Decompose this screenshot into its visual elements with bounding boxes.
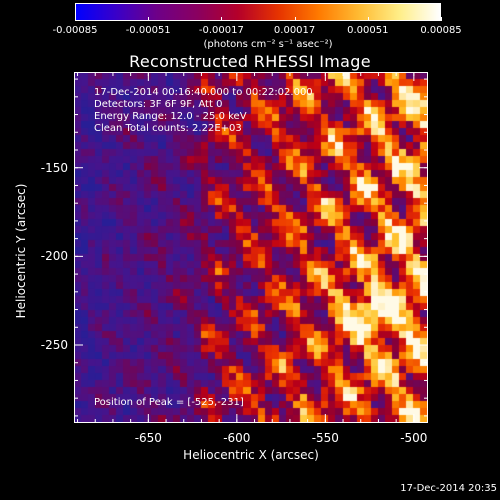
y-tick-label: -150	[40, 160, 68, 175]
y-axis-label: Heliocentric Y (arcsec)	[14, 183, 28, 319]
time-range-label: 17-Dec-2014 00:16:40.000 to 00:22:02.000	[94, 87, 313, 98]
axes-border	[74, 72, 428, 423]
detectors-label: Detectors: 3F 6F 9F, Att 0	[94, 99, 223, 110]
colorbar-tick-label: 0.00085	[420, 25, 462, 36]
x-tick-label: -650	[134, 431, 162, 445]
colorbar-tick-mark	[221, 17, 223, 21]
x-tick-label: -600	[223, 431, 251, 445]
plot-frame	[74, 72, 428, 423]
colorbar	[75, 3, 441, 21]
colorbar-tick-label: -0.00017	[198, 25, 244, 36]
y-tick-label: -200	[40, 249, 68, 264]
plot-area: 17-Dec-2014 00:16:40.000 to 00:22:02.000…	[74, 72, 428, 423]
colorbar-tick-label: 0.00051	[347, 25, 389, 36]
colorbar-tick-label: -0.00085	[52, 25, 98, 36]
chart-title: Reconstructed RHESSI Image	[129, 52, 371, 71]
colorbar-tick-mark	[367, 17, 369, 21]
colorbar-tick-mark	[441, 17, 442, 21]
colorbar-tick-mark	[148, 17, 150, 21]
y-tick-label: -250	[40, 338, 68, 352]
x-tick-label: -500	[400, 431, 428, 445]
x-axis-label: Heliocentric X (arcsec)	[183, 448, 319, 462]
energy-range-label: Energy Range: 12.0 - 25.0 keV	[94, 111, 247, 122]
x-tick-label: -550	[311, 431, 339, 445]
colorbar-tick-mark	[294, 17, 296, 21]
colorbar-tick-label: 0.00017	[273, 25, 316, 36]
timestamp: 17-Dec-2014 20:35	[400, 483, 497, 494]
colorbar-units: (photons cm⁻² s⁻¹ asec⁻²)	[203, 39, 333, 50]
colorbar-tick-label: -0.00051	[125, 25, 171, 36]
clean-counts-label: Clean Total counts: 2.22E+03	[94, 123, 242, 134]
colorbar-tick-mark	[75, 17, 76, 21]
peak-position-label: Position of Peak = [-525,-231]	[94, 397, 244, 408]
heatmap-image	[74, 72, 428, 423]
